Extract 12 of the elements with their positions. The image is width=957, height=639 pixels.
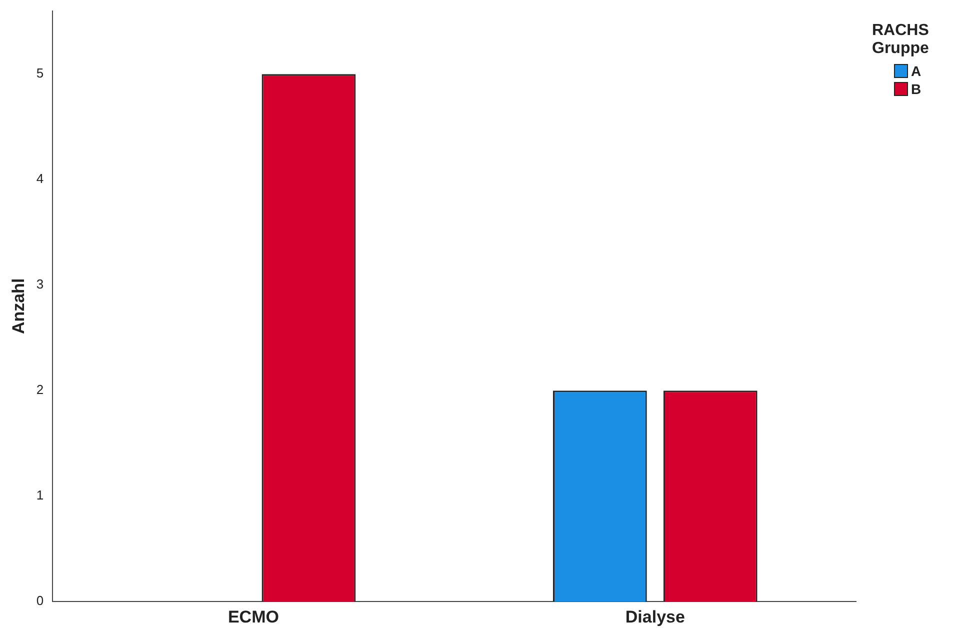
x-tick-label: ECMO [228,607,279,626]
legend-title: RACHS Gruppe [872,22,930,58]
y-tick-label: 2 [36,382,44,398]
y-tick-label: 3 [36,276,44,292]
y-axis-title: Anzahl [8,278,28,334]
y-tick-label: 5 [36,66,44,81]
legend-label: B [911,80,922,98]
legend-label: A [911,62,922,80]
y-tick-label: 4 [36,171,44,186]
y-tick-label: 1 [36,488,44,503]
y-tick-label: 0 [36,593,44,608]
x-tick-label: Dialyse [625,607,685,626]
